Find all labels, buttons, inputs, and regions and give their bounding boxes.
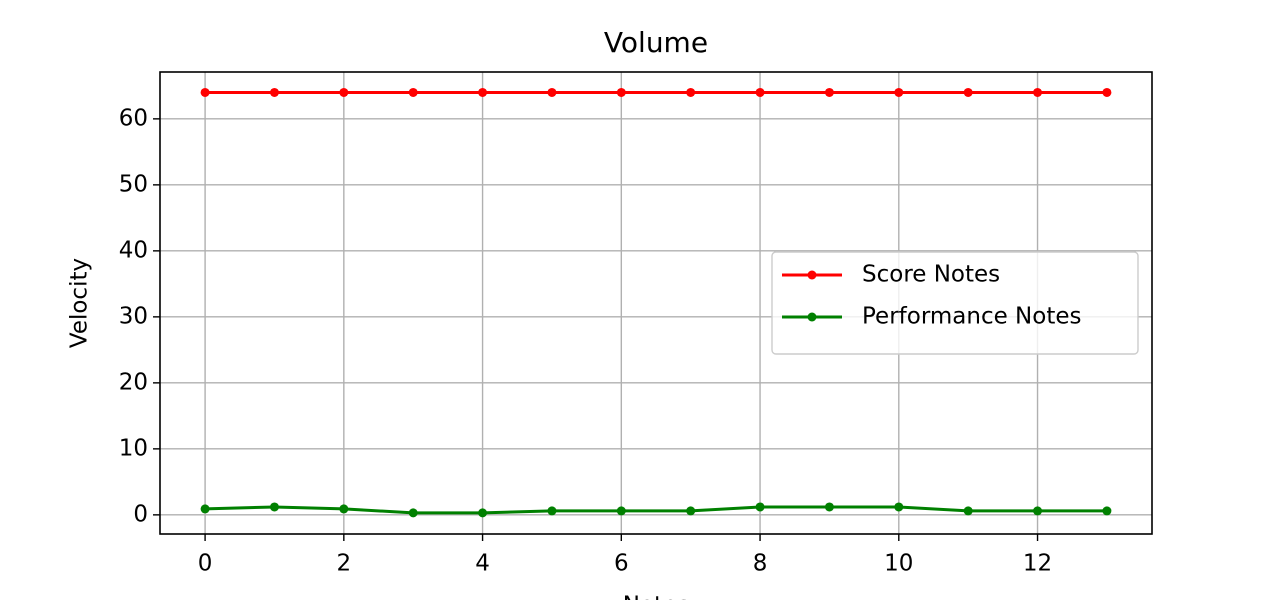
data-point	[824, 87, 834, 97]
data-point	[824, 502, 834, 512]
data-point	[616, 87, 626, 97]
data-point	[894, 87, 904, 97]
data-point	[894, 502, 904, 512]
data-point	[339, 87, 349, 97]
y-tick-label: 40	[119, 237, 148, 263]
y-tick-label: 10	[119, 435, 148, 461]
data-point	[408, 87, 418, 97]
data-point	[408, 508, 418, 518]
data-point	[1033, 87, 1043, 97]
legend-marker	[807, 270, 817, 280]
plot-frame	[159, 71, 1153, 535]
y-tick-label: 60	[119, 105, 148, 131]
legend-label: Performance Notes	[862, 304, 1082, 330]
data-point	[686, 87, 696, 97]
data-point	[963, 506, 973, 516]
data-point	[1102, 87, 1112, 97]
data-point	[616, 506, 626, 516]
x-axis-label: Notes	[623, 593, 689, 600]
data-point	[200, 504, 210, 514]
data-point	[547, 87, 557, 97]
data-point	[755, 87, 765, 97]
data-point	[1102, 506, 1112, 516]
y-tick-label: 0	[133, 501, 148, 527]
data-point	[963, 87, 973, 97]
data-point	[339, 504, 349, 514]
y-axis-label: Velocity	[67, 258, 93, 348]
data-point	[478, 87, 488, 97]
y-tick-label: 50	[119, 171, 148, 197]
x-tick-label: 4	[475, 551, 490, 577]
data-point	[200, 87, 210, 97]
legend-box	[771, 251, 1139, 355]
data-point	[478, 508, 488, 518]
data-point	[269, 502, 279, 512]
data-point	[1033, 506, 1043, 516]
data-point	[269, 87, 279, 97]
data-point	[755, 502, 765, 512]
x-tick-label: 6	[614, 551, 629, 577]
chart-title: Volume	[604, 26, 708, 59]
y-tick-label: 30	[119, 303, 148, 329]
y-tick-label: 20	[119, 369, 148, 395]
x-tick-label: 12	[1023, 551, 1052, 577]
legend-marker	[807, 312, 817, 322]
x-tick-label: 10	[884, 551, 913, 577]
series-line	[205, 505, 1107, 515]
legend: Score Notes Performance Notes	[771, 251, 1139, 355]
data-point	[547, 506, 557, 516]
x-tick-label: 8	[753, 551, 768, 577]
legend-label: Score Notes	[862, 262, 1000, 288]
data-point	[686, 506, 696, 516]
x-tick-label: 2	[337, 551, 352, 577]
x-tick-label: 0	[198, 551, 213, 577]
